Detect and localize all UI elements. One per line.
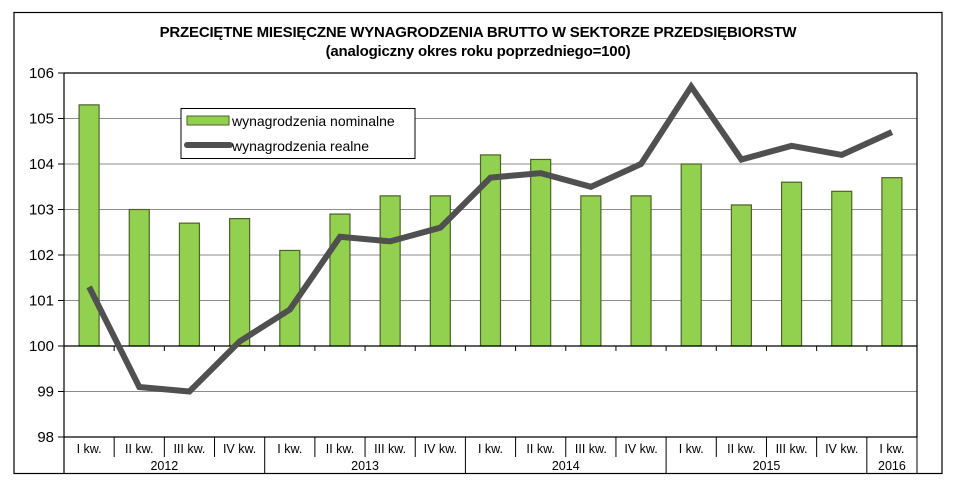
chart-subtitle: (analogiczny okres roku poprzedniego=100…: [325, 43, 631, 60]
y-tick-label: 103: [29, 202, 54, 219]
legend-swatch-nominal: [186, 115, 230, 126]
x-tick-label: I kw.: [277, 442, 302, 456]
x-tick-label: IV kw.: [825, 442, 858, 456]
bar: [229, 218, 251, 347]
x-tick-label: I kw.: [478, 442, 503, 456]
x-tick-label: III kw.: [776, 442, 808, 456]
bar: [580, 195, 602, 347]
x-tick-label: I kw.: [77, 442, 102, 456]
legend: wynagrodzenia nominalne wynagrodzenia re…: [180, 108, 416, 159]
year-label: 2015: [753, 459, 781, 473]
y-tick-label: 100: [29, 338, 54, 355]
year-label: 2013: [351, 459, 379, 473]
bar: [178, 222, 201, 347]
bar: [730, 204, 752, 347]
y-tick-label: 101: [29, 293, 54, 310]
x-tick-label: III kw.: [575, 442, 607, 456]
x-tick-label: IV kw.: [223, 442, 256, 456]
x-tick-label: II kw.: [326, 442, 354, 456]
bar: [881, 177, 903, 347]
year-label: 2016: [878, 459, 906, 473]
bar-series-nominal: [78, 104, 903, 347]
x-tick-label: IV kw.: [624, 442, 657, 456]
x-tick-label: IV kw.: [424, 442, 457, 456]
bar: [128, 208, 150, 347]
x-tick-label: II kw.: [727, 442, 755, 456]
year-label: 2014: [552, 459, 580, 473]
bar: [680, 163, 702, 347]
chart-frame: [13, 11, 943, 475]
y-tick-label: 98: [37, 429, 54, 446]
bar: [78, 104, 100, 347]
y-tick-label: 106: [29, 65, 54, 82]
line-real-wages: [86, 81, 894, 395]
x-tick-label: II kw.: [526, 442, 554, 456]
bar: [530, 158, 552, 347]
x-tick-label: I kw.: [679, 442, 704, 456]
y-tick-label: 105: [29, 111, 54, 128]
bar: [379, 195, 401, 347]
chart-title: PRZECIĘTNE MIESIĘCZNE WYNAGRODZENIA BRUT…: [159, 24, 797, 41]
legend-label-nominal: wynagrodzenia nominalne: [231, 113, 395, 129]
axes: 98 99 100 101 102 103 104 105 106 I kw. II kw. III …: [29, 65, 918, 473]
y-tick-label: 102: [29, 247, 54, 264]
bar: [831, 190, 853, 347]
year-label: 2012: [150, 459, 178, 473]
y-tick-label: 104: [29, 156, 54, 173]
line-series-real: [86, 81, 894, 395]
x-tick-label: III kw.: [173, 442, 205, 456]
legend-label-real: wynagrodzenia realne: [231, 138, 369, 154]
x-tick-label: III kw.: [374, 442, 406, 456]
x-tick-label: I kw.: [879, 442, 904, 456]
y-tick-label: 99: [37, 384, 54, 401]
x-tick-label: II kw.: [125, 442, 153, 456]
bar: [780, 181, 803, 347]
bar: [630, 195, 652, 347]
